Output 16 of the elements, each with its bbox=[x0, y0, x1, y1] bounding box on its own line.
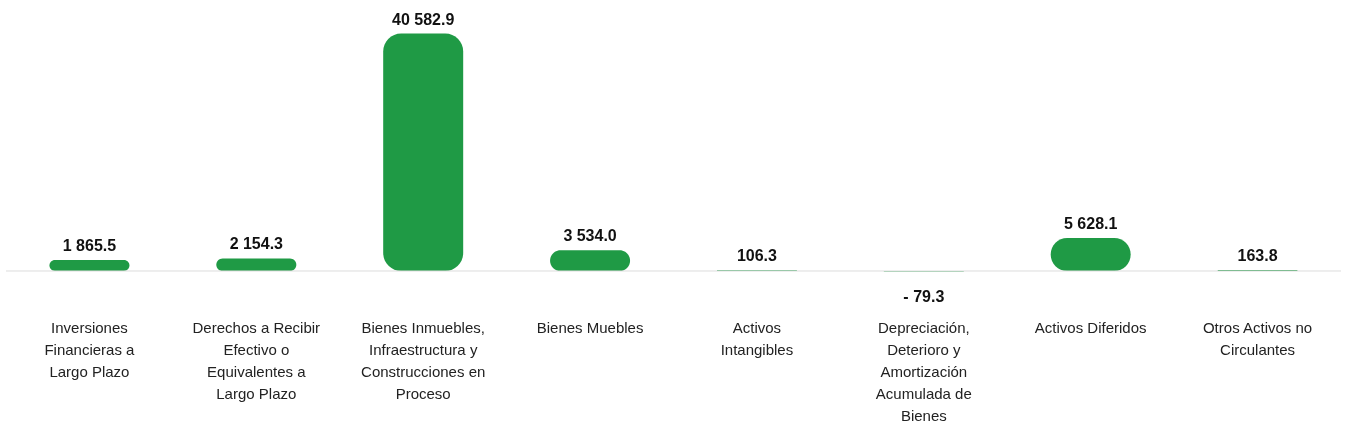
x-tick-label: Otros Activos no Circulantes bbox=[1202, 318, 1313, 358]
data-label: 163.8 bbox=[1237, 247, 1278, 265]
x-tick-label: Activos Diferidos bbox=[1034, 318, 1147, 336]
x-tick-label: Derechos a Recibir Efectivo o Equivalentes a Largo Plazo bbox=[192, 318, 321, 402]
x-tick-label: Bienes Muebles bbox=[536, 318, 644, 336]
data-label: 40 582.9 bbox=[392, 10, 455, 28]
x-tick-label: Inversiones Financieras a Largo Plazo bbox=[44, 318, 136, 380]
data-label: 106.3 bbox=[736, 247, 778, 265]
data-label: - 79.3 bbox=[903, 288, 945, 306]
x-tick-label: Bienes Inmuebles, Infraestructura y Construcciones en Proceso bbox=[361, 318, 486, 402]
x-tick-label: Activos Intangibles bbox=[720, 318, 794, 358]
data-label: 3 534.0 bbox=[563, 227, 617, 245]
data-label: 5 628.1 bbox=[1063, 215, 1118, 233]
data-label: 1 865.5 bbox=[62, 237, 117, 255]
data-label: 2 154.3 bbox=[229, 235, 284, 253]
x-tick-label: Depreciación, Deterioro y Amortización Acumulada de Bienes bbox=[875, 318, 972, 424]
